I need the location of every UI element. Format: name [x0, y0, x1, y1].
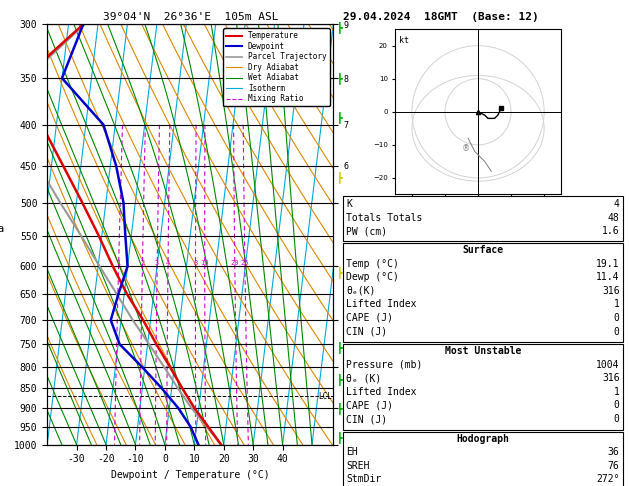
Text: LCL: LCL: [319, 392, 333, 400]
Text: Surface: Surface: [462, 245, 503, 255]
Text: ┣: ┣: [337, 72, 342, 84]
Text: Lifted Index: Lifted Index: [346, 387, 416, 397]
Text: 29.04.2024  18GMT  (Base: 12): 29.04.2024 18GMT (Base: 12): [343, 12, 538, 22]
Text: θₑ(K): θₑ(K): [346, 286, 376, 296]
Text: 39°04'N  26°36'E  105m ASL: 39°04'N 26°36'E 105m ASL: [103, 12, 278, 22]
Text: 1: 1: [614, 387, 620, 397]
Text: Dewp (°C): Dewp (°C): [346, 272, 399, 282]
Text: 1: 1: [116, 260, 121, 266]
Text: 4: 4: [614, 199, 620, 209]
Text: 316: 316: [602, 286, 620, 296]
Text: ┣: ┣: [337, 373, 342, 385]
Text: SREH: SREH: [346, 461, 369, 471]
Text: θₑ (K): θₑ (K): [346, 373, 381, 383]
Text: 1004: 1004: [596, 360, 620, 370]
Text: 8: 8: [193, 260, 198, 266]
Text: 20: 20: [231, 260, 239, 266]
Text: CAPE (J): CAPE (J): [346, 400, 393, 411]
Text: Totals Totals: Totals Totals: [346, 213, 422, 223]
Text: ┣: ┣: [337, 342, 342, 353]
Text: 3: 3: [155, 260, 159, 266]
Text: Lifted Index: Lifted Index: [346, 299, 416, 310]
Text: StmDir: StmDir: [346, 474, 381, 485]
Text: 48: 48: [608, 213, 620, 223]
Text: 1.6: 1.6: [602, 226, 620, 237]
Text: 25: 25: [241, 260, 249, 266]
Text: Temp (°C): Temp (°C): [346, 259, 399, 269]
Text: kt: kt: [399, 36, 409, 45]
Text: 316: 316: [602, 373, 620, 383]
Text: 272°: 272°: [596, 474, 620, 485]
Text: 10: 10: [201, 260, 209, 266]
Text: ®: ®: [462, 144, 470, 154]
Text: 0: 0: [614, 327, 620, 337]
Text: 36: 36: [608, 447, 620, 457]
Text: 0: 0: [614, 414, 620, 424]
Text: 0: 0: [614, 313, 620, 323]
Text: Pressure (mb): Pressure (mb): [346, 360, 422, 370]
Text: CIN (J): CIN (J): [346, 327, 387, 337]
Y-axis label: km
ASL: km ASL: [363, 235, 378, 254]
Text: CAPE (J): CAPE (J): [346, 313, 393, 323]
X-axis label: Dewpoint / Temperature (°C): Dewpoint / Temperature (°C): [111, 470, 270, 480]
Text: 1: 1: [614, 299, 620, 310]
Text: 76: 76: [608, 461, 620, 471]
Text: 2: 2: [140, 260, 145, 266]
Text: ┣: ┣: [337, 402, 342, 414]
Text: ┣: ┣: [337, 266, 342, 278]
Text: Hodograph: Hodograph: [456, 434, 509, 444]
Text: 4: 4: [166, 260, 170, 266]
Text: PW (cm): PW (cm): [346, 226, 387, 237]
Text: ┣: ┣: [337, 172, 342, 183]
Text: 11.4: 11.4: [596, 272, 620, 282]
Legend: Temperature, Dewpoint, Parcel Trajectory, Dry Adiabat, Wet Adiabat, Isotherm, Mi: Temperature, Dewpoint, Parcel Trajectory…: [223, 28, 330, 106]
Text: 0: 0: [614, 400, 620, 411]
Y-axis label: hPa: hPa: [0, 225, 4, 235]
Text: CIN (J): CIN (J): [346, 414, 387, 424]
Text: ┣: ┣: [337, 111, 342, 122]
Text: 19.1: 19.1: [596, 259, 620, 269]
Text: ┣: ┣: [337, 21, 342, 33]
Text: K: K: [346, 199, 352, 209]
Text: Most Unstable: Most Unstable: [445, 346, 521, 356]
Text: ┣: ┣: [337, 432, 342, 443]
Text: EH: EH: [346, 447, 358, 457]
